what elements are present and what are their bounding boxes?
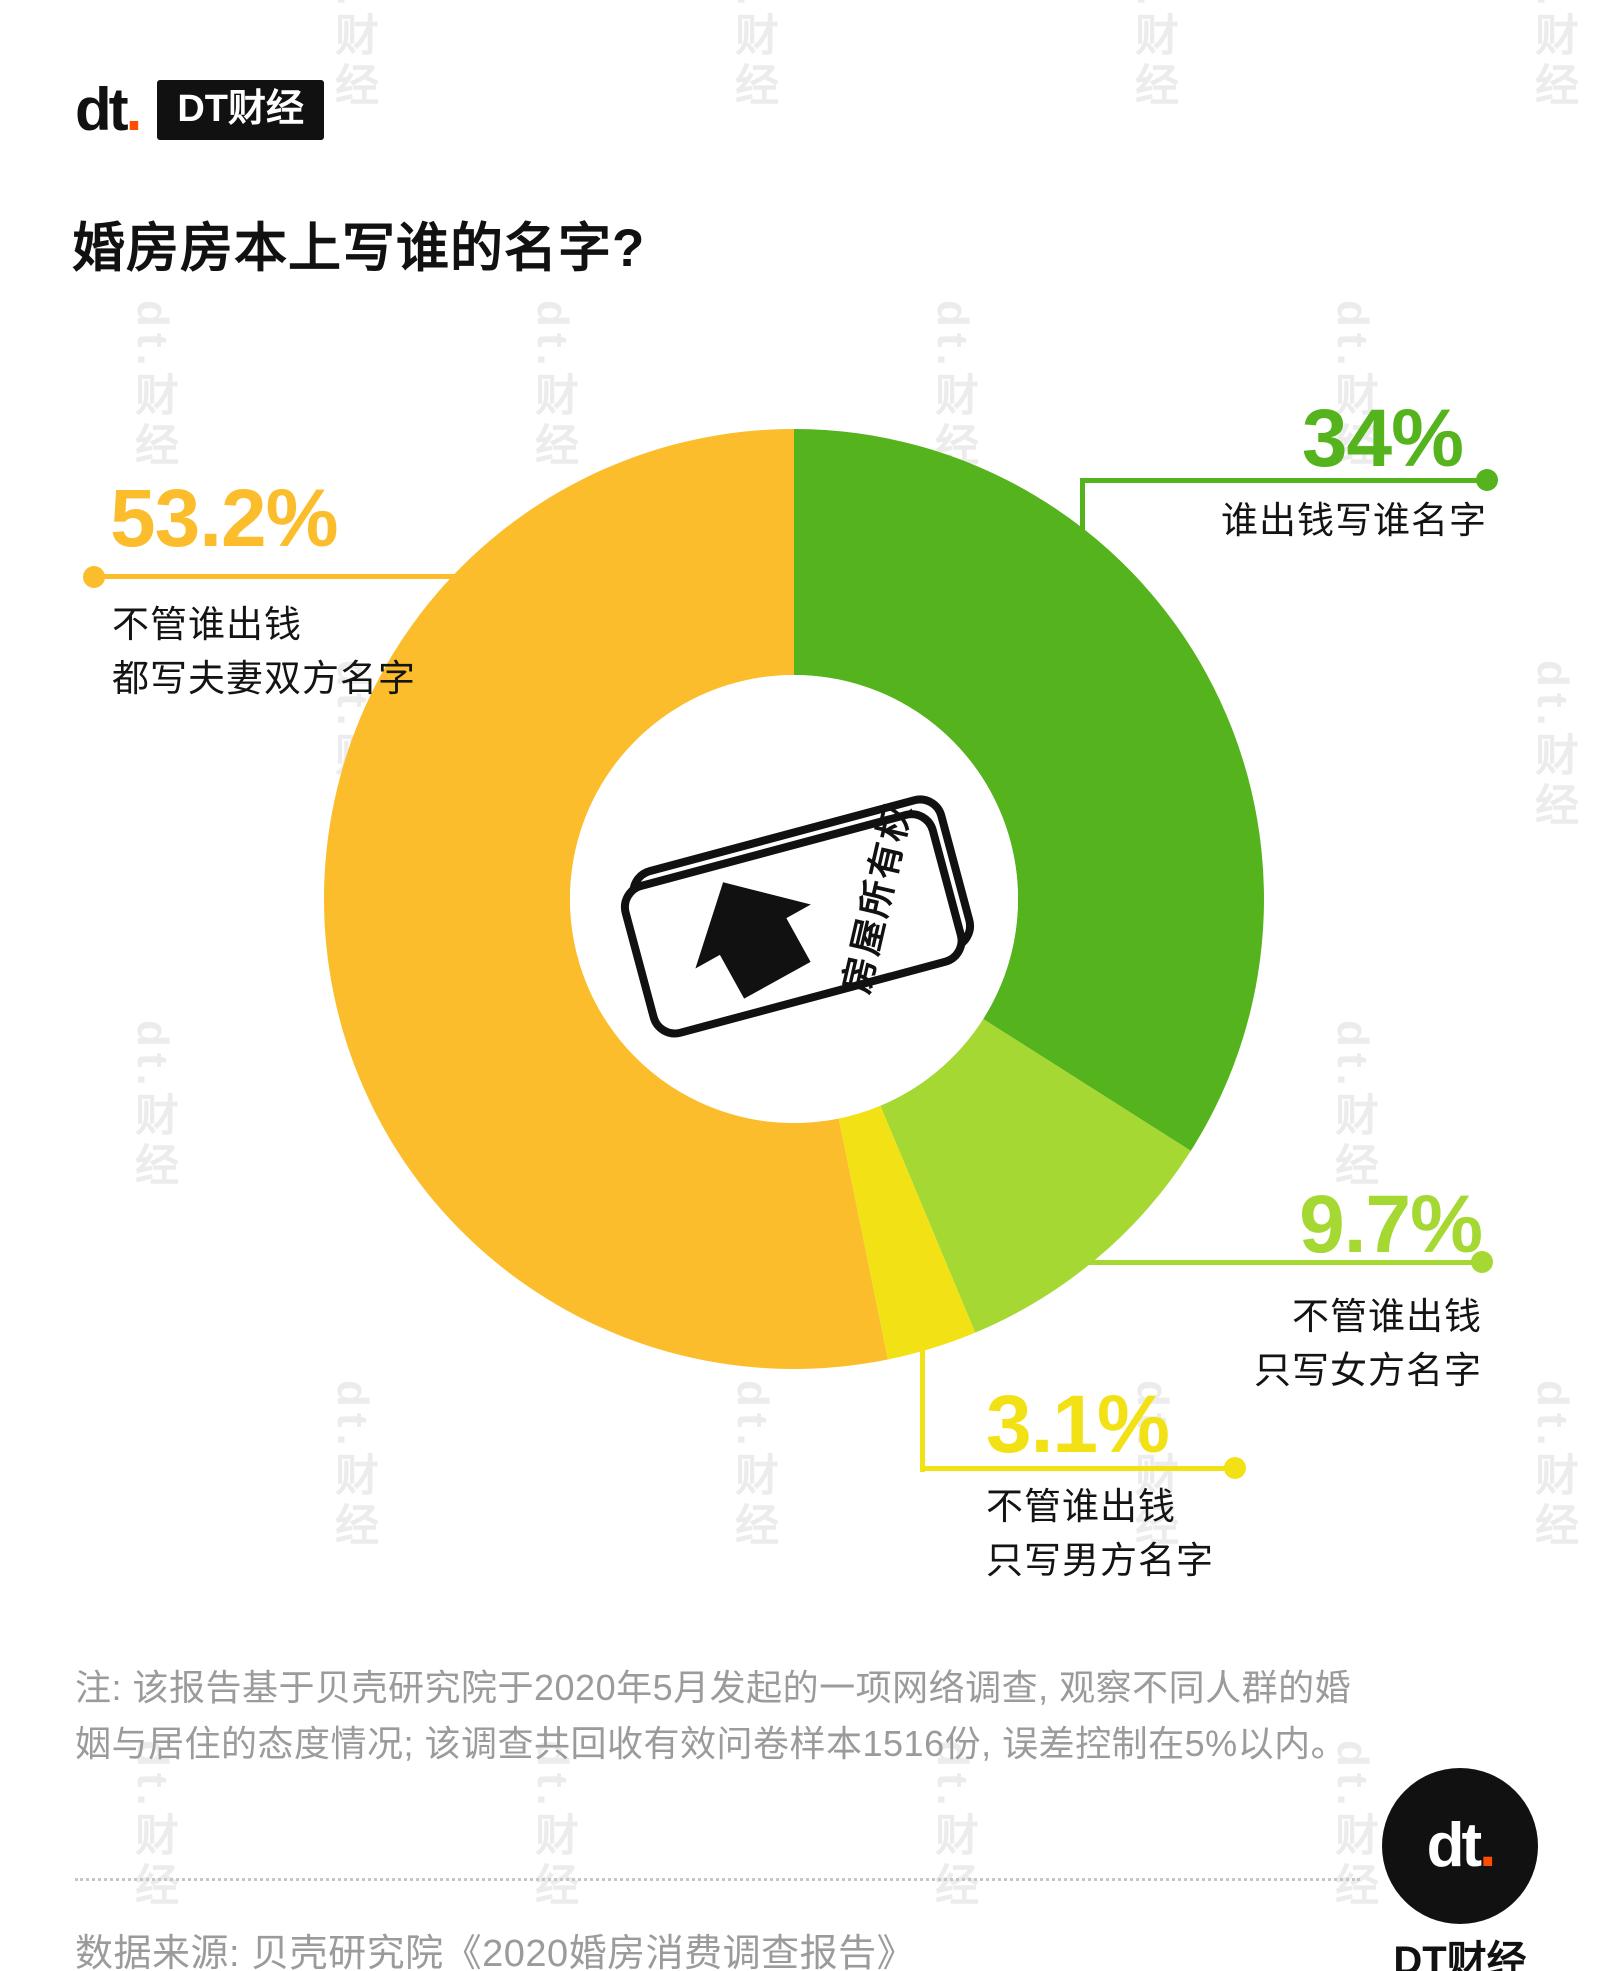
watermark: dt.财经 <box>1528 0 1577 112</box>
label-line: 都写夫妻双方名字 <box>112 657 416 699</box>
label-both-names: 不管谁出钱 都写夫妻双方名字 <box>112 598 416 705</box>
callout-dot-only-woman <box>1471 1251 1493 1273</box>
watermark: dt.财经 <box>1528 1380 1577 1552</box>
watermark: dt.财经 <box>128 1020 177 1192</box>
watermark: dt.财经 <box>528 1740 577 1912</box>
house-icon <box>695 882 811 999</box>
watermark: dt.财经 <box>728 1380 777 1552</box>
watermark: dt.财经 <box>1328 1740 1377 1912</box>
watermark: dt.财经 <box>1528 660 1577 832</box>
callout-line-only-man-h <box>920 1466 1235 1471</box>
value-whoever-pays: 34% <box>1301 393 1464 484</box>
label-line: 不管谁出钱 <box>112 604 302 645</box>
label-line: 只写男方名字 <box>986 1539 1214 1581</box>
label-line: 不管谁出钱 <box>1292 1296 1482 1337</box>
label-line: 谁出钱写谁名字 <box>1221 500 1487 541</box>
watermark: dt.财经 <box>528 300 577 472</box>
donut-segment-only-woman <box>880 1019 1191 1333</box>
callout-line-whoever-pays-h <box>1080 478 1480 483</box>
brand-name-badge: DT财经 <box>157 80 324 140</box>
footer-dt-logo-icon: dt. <box>1427 1815 1497 1877</box>
house-deed-icon: 房屋所有权 <box>620 795 975 1038</box>
footnote: 注: 该报告基于贝壳研究院于2020年5月发起的一项网络调查, 观察不同人群的婚… <box>75 1667 1352 1765</box>
watermark: dt.财经 <box>728 0 777 112</box>
watermark: dt.财经 <box>128 300 177 472</box>
value-only-woman: 9.7% <box>1299 1179 1483 1270</box>
label-only-man: 不管谁出钱 只写男方名字 <box>986 1480 1214 1587</box>
label-line: 不管谁出钱 <box>986 1486 1176 1527</box>
page-title: 婚房房本上写谁的名字? <box>72 219 646 278</box>
callout-line-whoever-pays-v <box>1080 480 1085 592</box>
dt-logo-dot: . <box>125 76 143 143</box>
callout-dot-only-man <box>1224 1457 1246 1479</box>
donut-segment-whoever-pays <box>794 429 1264 1151</box>
value-both-names: 53.2% <box>110 473 339 564</box>
data-source: 数据来源: 贝壳研究院《2020婚房消费调查报告》 <box>75 1933 916 1971</box>
callout-line-only-man-v <box>920 1338 925 1472</box>
footer-brand-name: DT财经 <box>1393 1939 1527 1971</box>
value-only-man: 3.1% <box>986 1379 1170 1470</box>
label-whoever-pays: 谁出钱写谁名字 <box>1221 494 1487 548</box>
watermark: dt.财经 <box>928 300 977 472</box>
watermark: dt.财经 <box>928 1740 977 1912</box>
dt-logo-icon: dt. <box>75 80 142 140</box>
callout-dot-whoever-pays <box>1476 469 1498 491</box>
watermark: dt.财经 <box>1128 0 1177 112</box>
dotted-divider <box>75 1878 1360 1881</box>
footer-dt-logo-text: dt <box>1426 1811 1483 1880</box>
watermark: dt.财经 <box>1328 1020 1377 1192</box>
label-line: 只写女方名字 <box>1254 1349 1482 1391</box>
deed-cover <box>620 810 966 1038</box>
callout-line-both-names <box>94 574 488 579</box>
watermark: dt.财经 <box>1120 1380 1184 1552</box>
watermark: dt.财经 <box>128 1740 177 1912</box>
watermark: dt.财经 <box>328 1380 377 1552</box>
brand-logo: dt. DT财经 <box>75 80 324 140</box>
watermark: dt.财经 <box>328 0 377 112</box>
label-only-woman: 不管谁出钱 只写女方名字 <box>1254 1290 1482 1397</box>
donut-segment-only-man <box>838 1105 976 1360</box>
callout-line-only-woman <box>1057 1260 1482 1265</box>
footer-logo-circle: dt. <box>1382 1768 1538 1924</box>
donut-segment-both-names <box>323 429 888 1369</box>
watermark: dt.财经 <box>1328 300 1377 472</box>
footer-dt-logo-dot: . <box>1479 1811 1496 1880</box>
dt-logo-text: dt <box>75 76 129 143</box>
